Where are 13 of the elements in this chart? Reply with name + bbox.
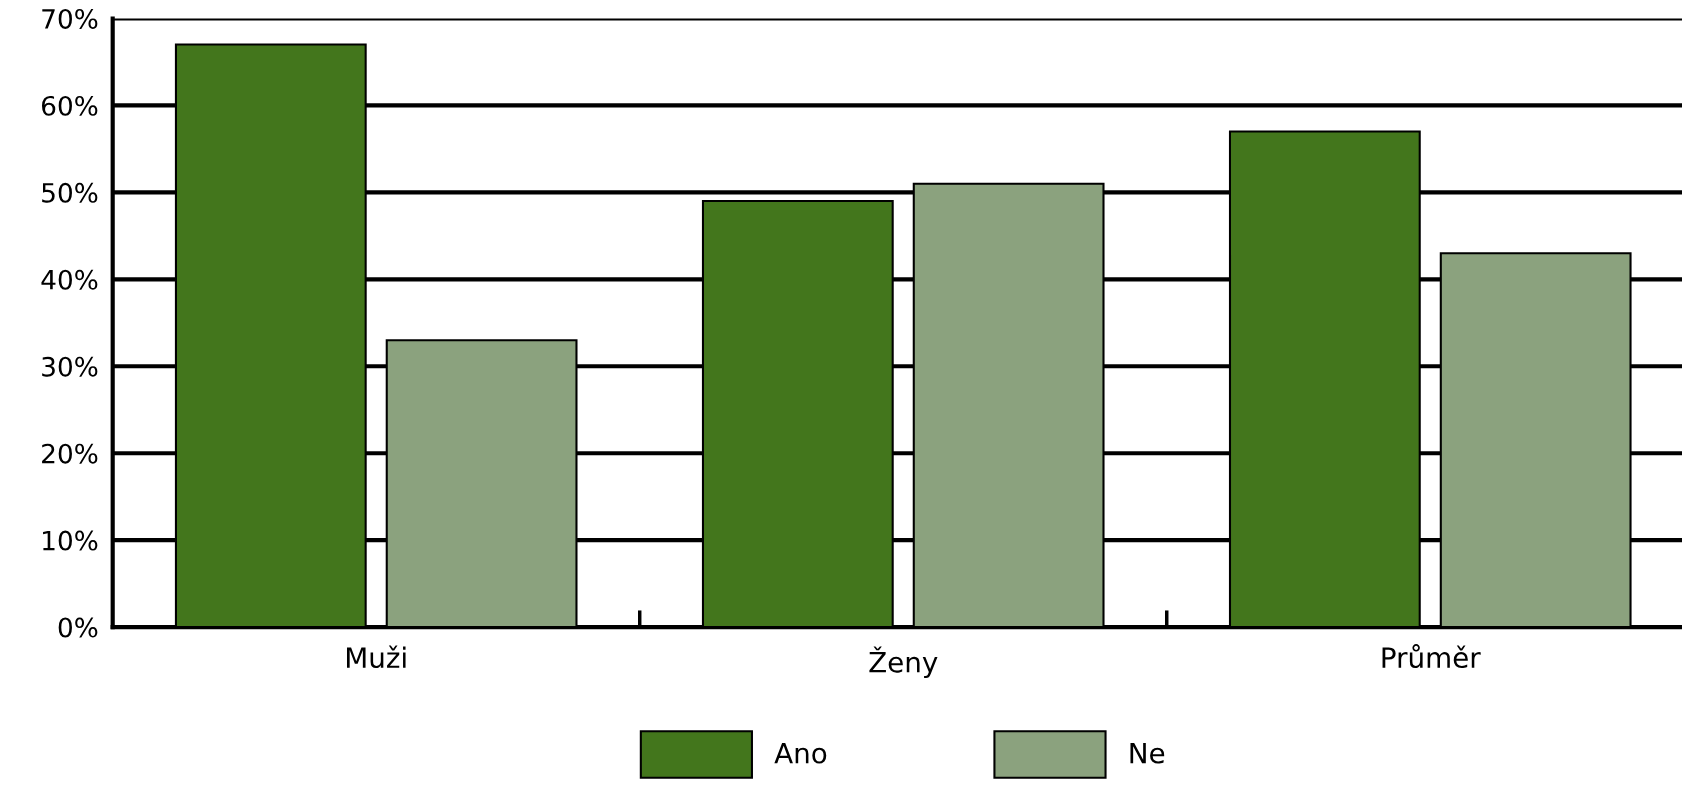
y-tick-label: 10%	[43, 530, 98, 551]
y-tick-label: 0%	[58, 617, 98, 638]
y-tick-label: 50%	[42, 182, 98, 203]
y-tick-label: 70%	[42, 8, 98, 29]
y-tick-label: 20%	[42, 443, 98, 464]
x-tick-label: Muži	[347, 645, 406, 669]
legend-label: Ne	[1130, 742, 1165, 764]
legend-label: Ano	[774, 742, 827, 764]
y-tick-label: 60%	[41, 95, 98, 116]
x-tick-label: Ženy	[869, 646, 938, 679]
x-tick-label: Průměr	[1382, 644, 1481, 669]
y-tick-label: 40%	[41, 269, 98, 290]
y-tick-label: 30%	[42, 356, 98, 377]
